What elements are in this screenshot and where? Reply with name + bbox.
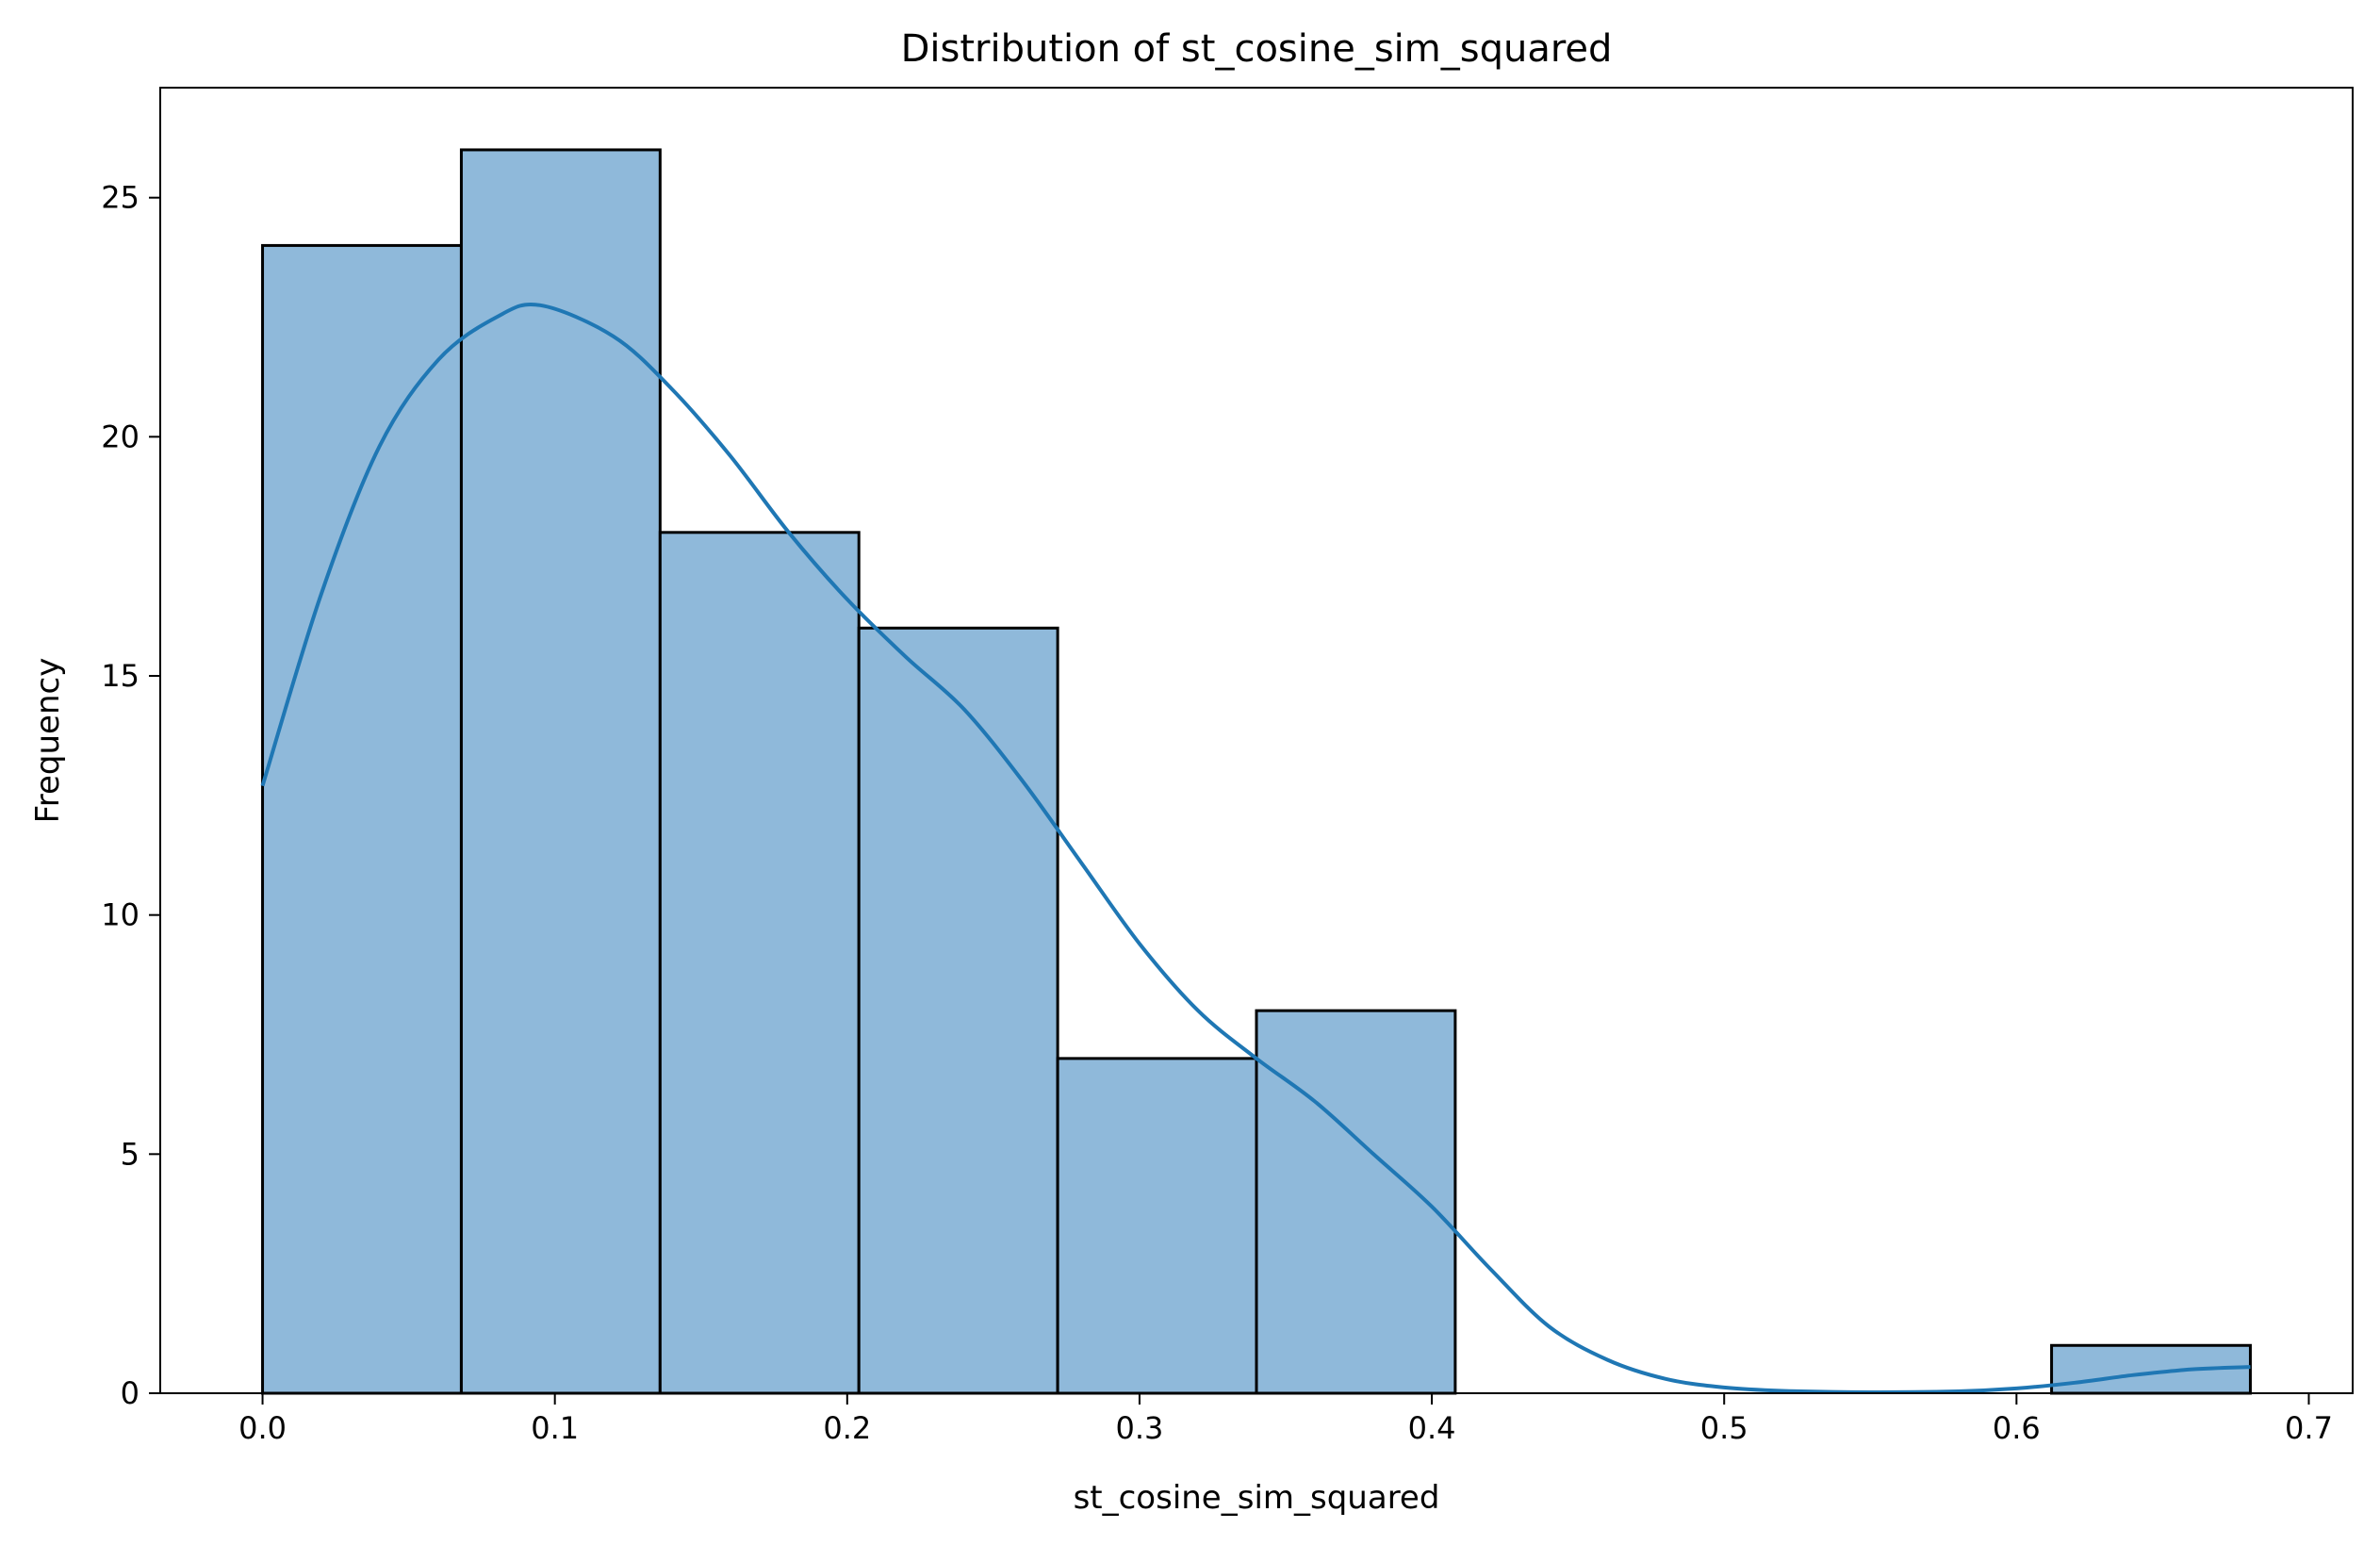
- x-tick-label: 0.7: [2285, 1410, 2333, 1446]
- kde-layer: [260, 303, 2251, 1395]
- x-tick-label: 0.1: [531, 1410, 579, 1446]
- x-tick-label: 0.2: [823, 1410, 871, 1446]
- histogram-bar: [857, 626, 1059, 1395]
- y-axis: 0 5 10 15 20 25: [101, 180, 160, 1411]
- x-tick-label: 0.6: [1993, 1410, 2041, 1446]
- histogram-bar: [261, 243, 463, 1395]
- y-tick-label: 5: [121, 1136, 140, 1172]
- histogram-bar: [459, 148, 662, 1395]
- y-tick-label: 10: [101, 897, 140, 933]
- histogram-bar: [1056, 1057, 1258, 1395]
- plot-frame: [159, 87, 2354, 1394]
- kde-curve: [260, 303, 2251, 1395]
- chart-title: Distribution of st_cosine_sim_squared: [901, 27, 1613, 71]
- x-tick-label: 0.0: [238, 1410, 287, 1446]
- x-axis-label: st_cosine_sim_squared: [1074, 1479, 1440, 1517]
- y-tick-label: 0: [121, 1375, 140, 1411]
- y-tick-label: 25: [101, 180, 140, 216]
- y-tick-label: 15: [101, 658, 140, 694]
- x-axis: 0.0 0.1 0.2 0.3 0.4 0.5 0.6 0.7: [238, 1393, 2333, 1446]
- bars-layer: [261, 148, 2252, 1395]
- y-tick-label: 20: [101, 419, 140, 454]
- histogram-bar: [658, 531, 861, 1395]
- x-tick-label: 0.3: [1116, 1410, 1164, 1446]
- x-tick-label: 0.5: [1700, 1410, 1748, 1446]
- x-tick-label: 0.4: [1408, 1410, 1456, 1446]
- y-axis-label: Frequency: [29, 658, 67, 824]
